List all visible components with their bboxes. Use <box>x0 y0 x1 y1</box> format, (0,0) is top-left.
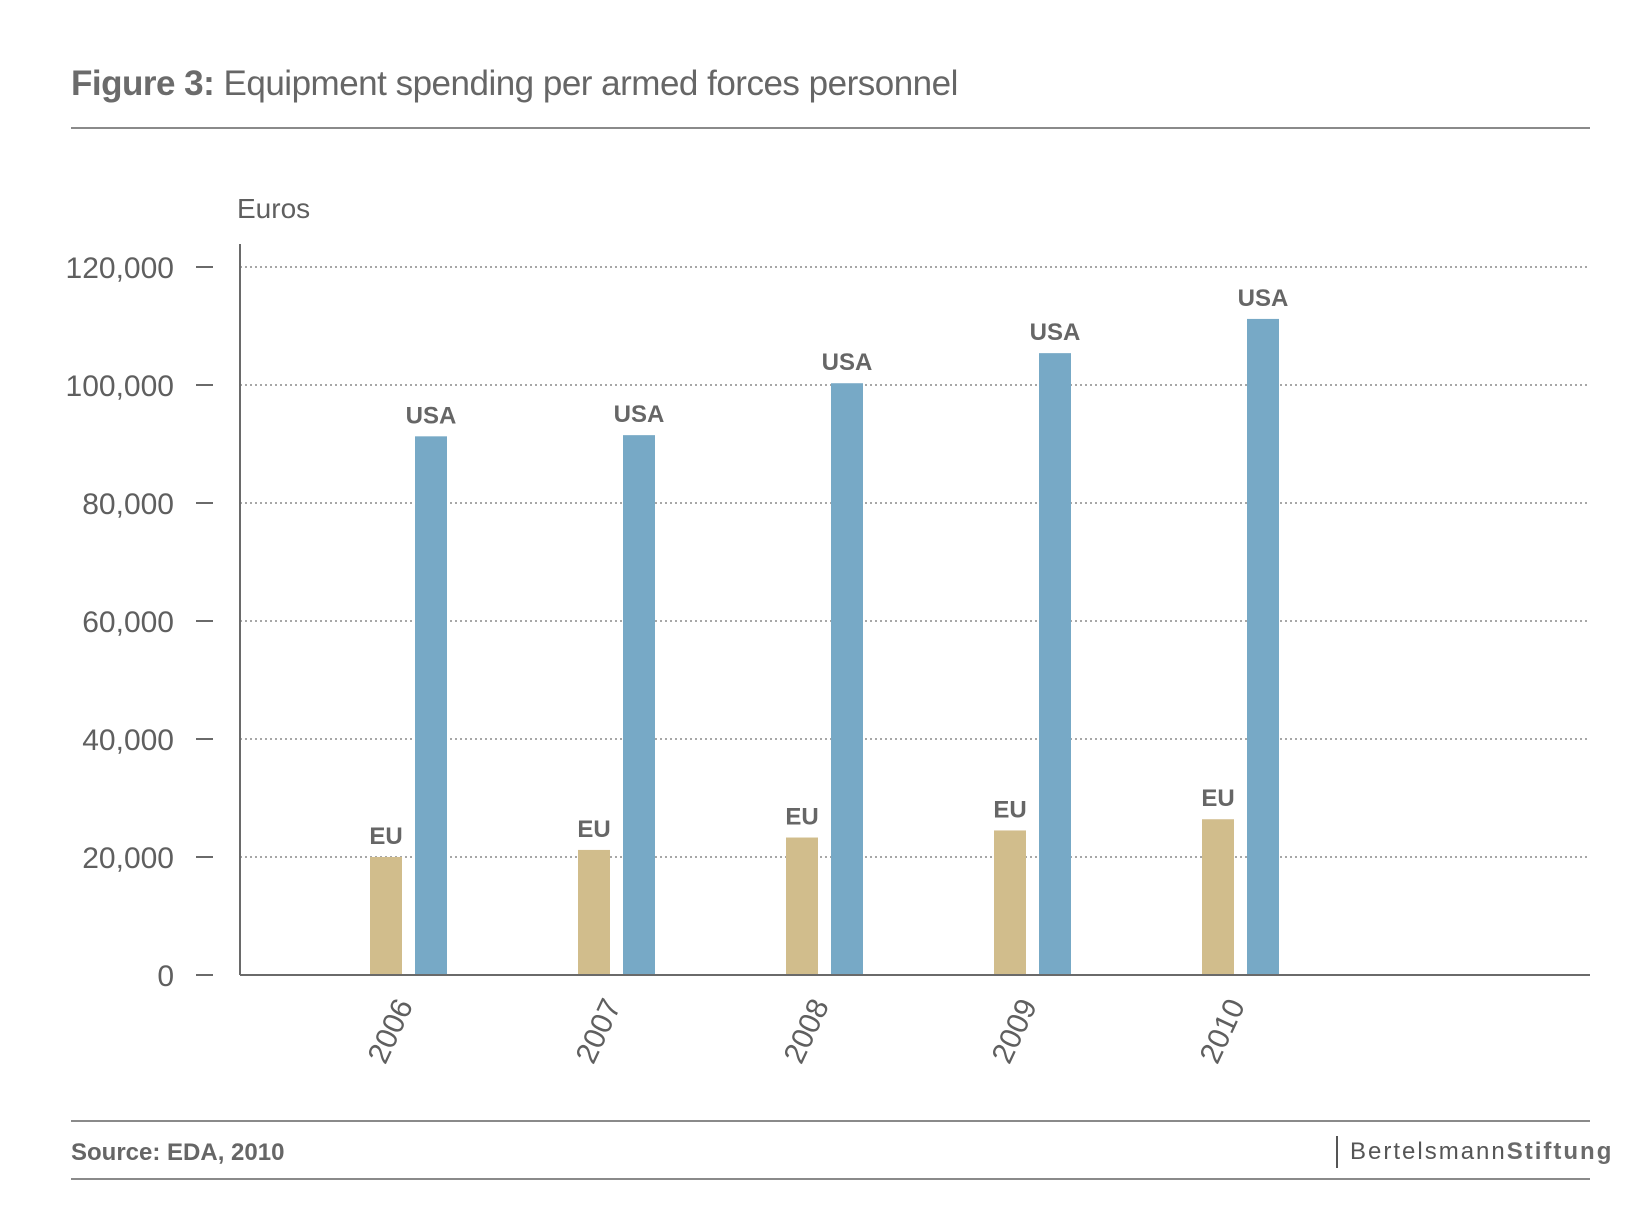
x-tick-label: 2010 <box>1194 994 1252 1068</box>
y-tick-label: 40,000 <box>82 724 174 757</box>
source-note: Source: EDA, 2010 <box>71 1139 285 1166</box>
bar-label-eu: EU <box>1201 785 1234 812</box>
brand-light: Bertelsmann <box>1350 1138 1507 1165</box>
y-axis-label: Euros <box>237 193 310 224</box>
bar-label-usa: USA <box>614 401 665 428</box>
y-tick-label: 60,000 <box>82 606 174 639</box>
bar-eu-2008 <box>786 837 818 975</box>
footer-bottom-rule <box>71 1178 1590 1180</box>
top-rule <box>71 127 1590 129</box>
figure-title-text: Equipment spending per armed forces pers… <box>223 64 959 103</box>
brand-logo: BertelsmannStiftung <box>1336 1136 1613 1168</box>
bar-usa-2006 <box>415 436 447 976</box>
bar-label-usa: USA <box>406 402 457 429</box>
bar-label-eu: EU <box>369 823 402 850</box>
bar-label-usa: USA <box>1238 285 1289 312</box>
brand-bold: Stiftung <box>1506 1138 1614 1165</box>
bar-usa-2009 <box>1039 353 1071 975</box>
y-tick-label: 120,000 <box>66 252 174 285</box>
y-tick-label: 0 <box>157 960 174 993</box>
figure-number: Figure 3: <box>71 64 215 103</box>
y-tick-label: 80,000 <box>82 488 174 521</box>
gridlines <box>240 266 1590 858</box>
bar-eu-2010 <box>1202 819 1234 975</box>
bar-usa-2008 <box>831 383 863 976</box>
x-tick-label: 2007 <box>570 994 628 1068</box>
x-tick-label: 2009 <box>986 994 1044 1068</box>
bar-label-usa: USA <box>1030 319 1081 346</box>
y-axis-ticks: 0 20,000 40,000 60,000 80,000 100,000 120,000 <box>66 252 213 993</box>
footer-top-rule <box>71 1120 1590 1122</box>
bar-label-eu: EU <box>993 796 1026 823</box>
y-tick-label: 100,000 <box>66 370 174 403</box>
bar-label-eu: EU <box>577 816 610 843</box>
bar-usa-2010 <box>1247 318 1279 975</box>
bar-usa-2007 <box>623 435 655 975</box>
x-axis-ticks: 2006 2007 2008 2009 2010 <box>362 994 1252 1068</box>
bars: EU USA EU USA EU USA EU USA EU USA <box>369 285 1289 976</box>
bar-label-usa: USA <box>822 349 873 376</box>
bar-eu-2007 <box>578 849 610 975</box>
bar-eu-2006 <box>370 857 402 975</box>
x-tick-label: 2008 <box>778 994 836 1068</box>
x-tick-label: 2006 <box>362 994 420 1068</box>
y-tick-label: 20,000 <box>82 842 174 875</box>
bar-label-eu: EU <box>785 804 818 831</box>
figure-title: Figure 3: Equipment spending per armed f… <box>71 64 958 104</box>
bar-eu-2009 <box>994 830 1026 975</box>
